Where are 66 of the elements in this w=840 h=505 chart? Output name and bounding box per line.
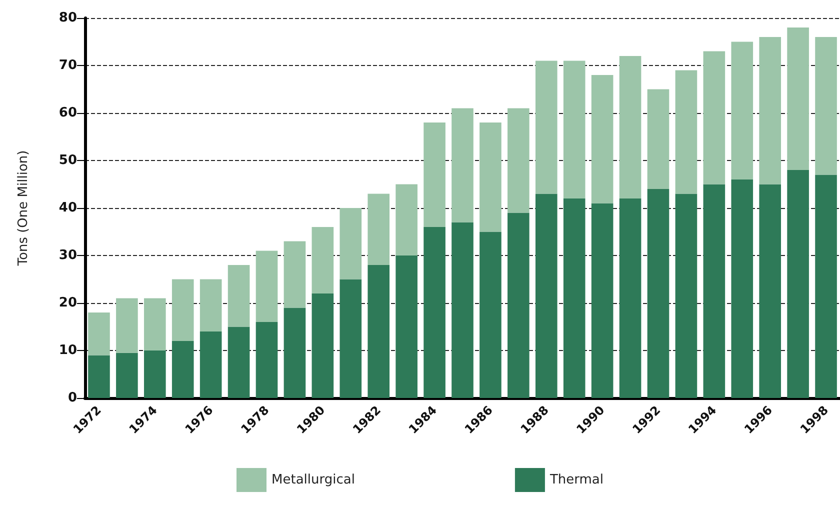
bar <box>312 294 334 398</box>
bar <box>731 180 754 398</box>
bar <box>172 279 194 341</box>
y-axis-title: Tons (One Million) <box>16 150 31 267</box>
bar <box>256 322 278 398</box>
bar <box>815 37 837 175</box>
bar <box>591 75 614 204</box>
bar <box>647 89 670 189</box>
legend-label: Metallurgical <box>272 472 355 488</box>
bar <box>787 28 809 170</box>
y-tick-label: 60 <box>58 106 77 120</box>
bar <box>368 194 390 265</box>
bar <box>535 60 558 194</box>
bar <box>256 250 278 322</box>
bar <box>619 198 642 398</box>
bar <box>424 122 446 227</box>
bar <box>703 51 726 184</box>
bar <box>200 279 222 332</box>
bar <box>396 184 418 256</box>
bar <box>396 256 418 398</box>
y-tick-label: 80 <box>58 10 77 26</box>
bar <box>647 189 670 398</box>
bar <box>787 170 809 398</box>
bar <box>591 203 614 398</box>
bar <box>480 122 502 232</box>
y-tick-label: 30 <box>58 248 77 263</box>
y-tick-label: 10 <box>58 343 77 358</box>
bar <box>116 352 138 398</box>
bar <box>88 355 110 398</box>
bar <box>675 70 698 194</box>
bar <box>675 194 698 398</box>
bar <box>340 279 362 398</box>
bar <box>312 227 334 294</box>
bar <box>116 298 138 353</box>
bar <box>144 350 166 398</box>
bar <box>535 194 558 398</box>
bar <box>731 42 754 180</box>
y-tick-label: 40 <box>58 200 77 216</box>
bar <box>703 184 726 398</box>
bar <box>424 227 446 398</box>
bar <box>563 198 586 398</box>
bar <box>228 265 250 327</box>
y-tick-label: 50 <box>58 153 77 168</box>
bar <box>368 265 390 398</box>
y-tick-label: 20 <box>58 296 77 310</box>
bar <box>508 212 530 398</box>
bar <box>144 298 166 350</box>
bar <box>508 108 530 213</box>
bar <box>88 312 110 356</box>
bar <box>563 60 586 198</box>
bar <box>480 232 502 398</box>
bar <box>452 222 474 398</box>
y-tick-label: 0 <box>68 390 77 406</box>
bar <box>228 326 250 398</box>
bar <box>759 184 781 398</box>
bar <box>284 241 306 308</box>
bar <box>815 174 837 398</box>
bar <box>759 37 781 184</box>
bar <box>452 108 474 222</box>
bar <box>200 332 222 398</box>
bar <box>340 208 362 280</box>
bar <box>619 56 642 198</box>
bar <box>284 308 306 398</box>
bar <box>172 341 194 398</box>
y-tick-label: 70 <box>58 58 77 73</box>
legend-label: Thermal <box>548 472 604 488</box>
